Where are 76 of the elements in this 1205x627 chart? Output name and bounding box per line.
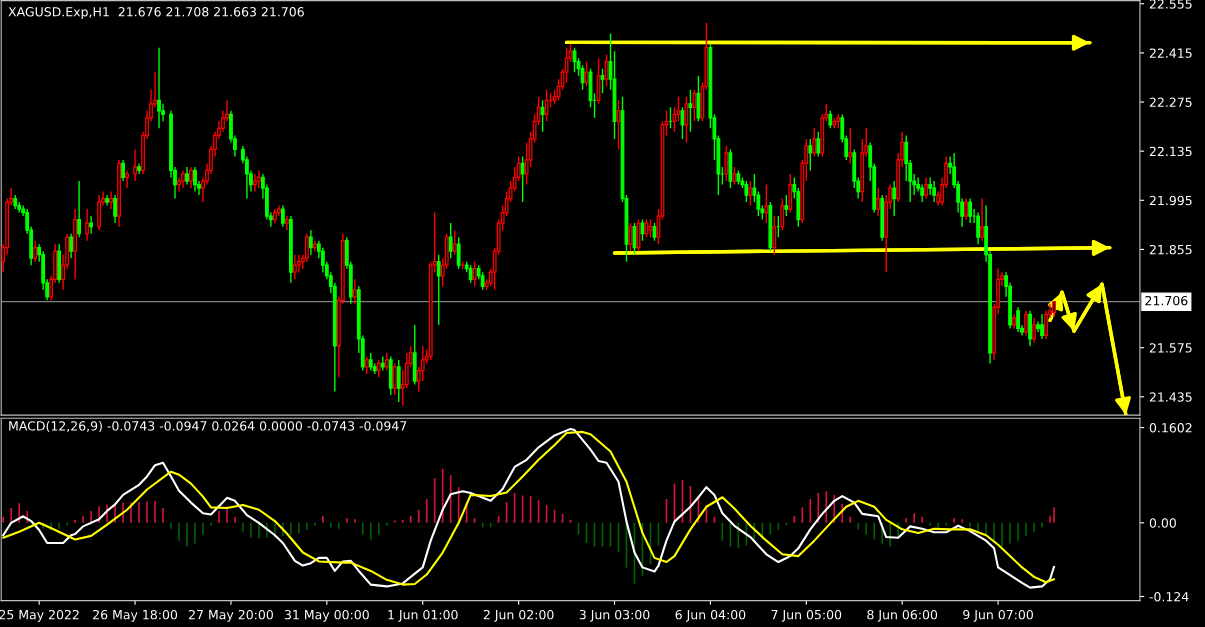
candlestick bbox=[456, 236, 461, 270]
candlestick bbox=[1024, 310, 1028, 337]
candlestick bbox=[420, 345, 425, 382]
candlestick bbox=[784, 194, 789, 217]
candlestick bbox=[964, 197, 969, 221]
candlestick bbox=[109, 190, 113, 210]
candlestick bbox=[744, 180, 749, 203]
candlestick bbox=[932, 180, 937, 203]
ref-line-label: 21.706 bbox=[1145, 295, 1188, 306]
candlestick bbox=[284, 215, 289, 231]
candlestick bbox=[772, 215, 777, 256]
candlestick bbox=[448, 222, 453, 259]
x-tick-label: 6 Jun 04:00 bbox=[675, 609, 746, 622]
x-tick-label: 7 Jun 05:00 bbox=[771, 609, 842, 622]
y-tick-label: -0.124 bbox=[1149, 591, 1189, 602]
candlestick bbox=[85, 208, 90, 242]
candlestick bbox=[193, 166, 197, 193]
y-tick-label: 22.135 bbox=[1149, 146, 1192, 157]
x-tick-label: 9 Jun 07:00 bbox=[963, 609, 1033, 622]
candlestick bbox=[133, 148, 137, 182]
candlestick bbox=[764, 183, 769, 224]
x-tick-label: 2 Jun 02:00 bbox=[483, 609, 554, 622]
candlestick bbox=[848, 127, 853, 165]
y-tick-label: 22.415 bbox=[1149, 48, 1192, 58]
candlestick bbox=[292, 254, 297, 280]
candlestick bbox=[77, 180, 82, 238]
candlestick bbox=[257, 169, 261, 189]
candlestick bbox=[980, 197, 985, 242]
candlestick bbox=[892, 180, 897, 217]
x-tick-label: 3 Jun 03:00 bbox=[579, 609, 650, 622]
candlestick bbox=[748, 180, 753, 207]
candlestick bbox=[113, 194, 117, 224]
candlestick bbox=[724, 145, 729, 182]
candlestick bbox=[1016, 306, 1020, 333]
x-tick-label: 27 May 20:00 bbox=[189, 609, 273, 622]
y-tick-label: 21.995 bbox=[1149, 195, 1192, 206]
annotation: MACD(12,26,9) -0.0743 -0.0947 0.0264 0.0000 -0.0743 -0.0947 bbox=[9, 420, 407, 433]
candlestick bbox=[436, 254, 441, 326]
y-tick-label: 0.1602 bbox=[1149, 423, 1192, 433]
y-tick-label: 22.555 bbox=[1149, 0, 1192, 9]
candlestick bbox=[1040, 313, 1044, 340]
candlestick bbox=[125, 169, 129, 189]
x-tick-label: 26 May 18:00 bbox=[93, 609, 178, 622]
candlestick bbox=[352, 278, 357, 305]
candlestick bbox=[157, 46, 161, 130]
candlestick bbox=[452, 229, 457, 256]
candlestick bbox=[924, 176, 929, 200]
candlestick bbox=[976, 211, 981, 245]
x-tick-label: 25 May 2022 bbox=[0, 609, 79, 622]
candlestick bbox=[308, 229, 313, 256]
candlestick bbox=[816, 131, 821, 158]
candlestick bbox=[540, 99, 545, 133]
y-tick-label: 21.575 bbox=[1149, 343, 1192, 353]
candlestick bbox=[564, 46, 569, 84]
candlestick bbox=[968, 197, 973, 224]
candlestick bbox=[520, 155, 525, 203]
y-tick-label: 21.435 bbox=[1149, 392, 1192, 402]
candlestick bbox=[1032, 317, 1036, 344]
candlestick bbox=[121, 159, 125, 182]
candlestick bbox=[253, 173, 257, 193]
candlestick bbox=[396, 359, 401, 403]
y-tick-label: 0.00 bbox=[1149, 518, 1176, 528]
candlestick bbox=[808, 138, 813, 172]
candlestick bbox=[189, 166, 193, 189]
candlestick bbox=[780, 197, 785, 231]
candlestick bbox=[544, 89, 549, 123]
annotation: XAGUSD.Exp,H1 21.676 21.708 21.663 21.706 bbox=[8, 7, 304, 19]
y-tick-label: 21.855 bbox=[1149, 244, 1192, 255]
candlestick bbox=[69, 232, 74, 259]
candlestick bbox=[392, 362, 397, 396]
x-tick-label: 31 May 00:00 bbox=[284, 609, 369, 622]
candlestick bbox=[89, 215, 94, 235]
x-tick-label: 1 Jun 01:00 bbox=[388, 609, 458, 622]
candlestick bbox=[876, 187, 881, 217]
y-tick-label: 22.275 bbox=[1149, 97, 1192, 107]
x-tick-label: 8 Jun 06:00 bbox=[867, 609, 938, 622]
